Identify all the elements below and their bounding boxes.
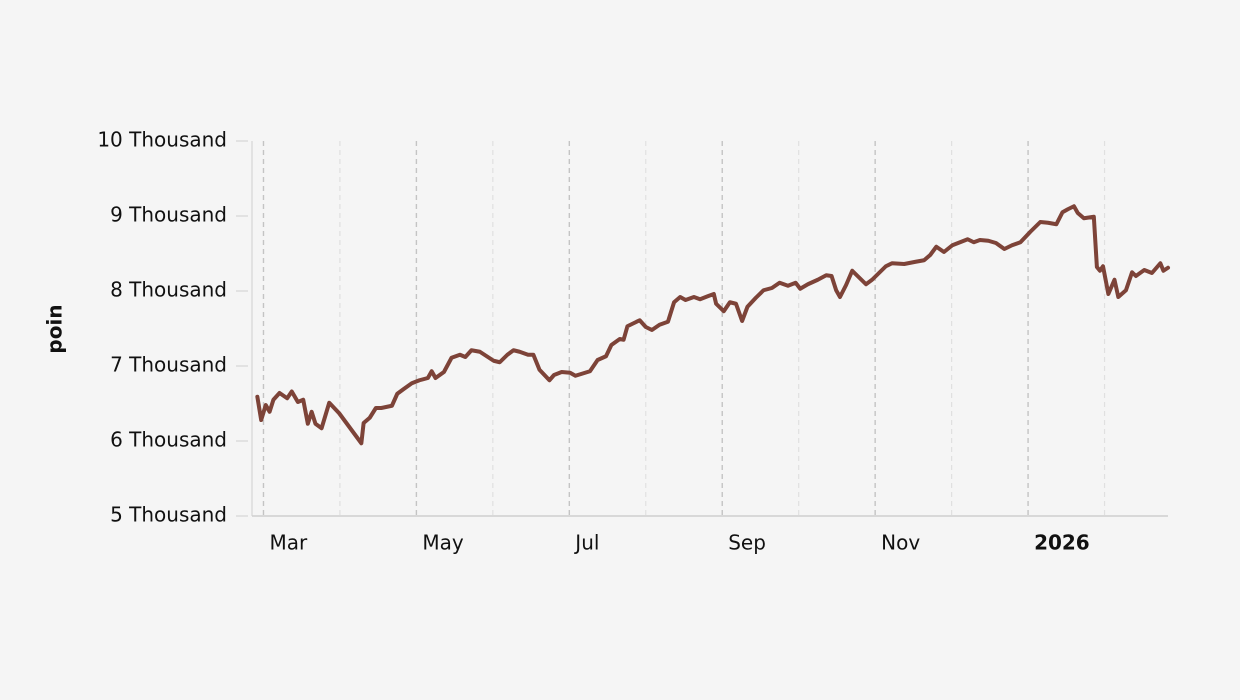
x-tick-label: Nov — [881, 531, 920, 555]
y-tick-label: 7 Thousand — [110, 353, 227, 377]
x-tick-label: Mar — [269, 531, 308, 555]
x-tick-label: May — [422, 531, 464, 555]
y-tick-label: 10 Thousand — [97, 128, 227, 152]
y-tick-label: 8 Thousand — [110, 278, 227, 302]
y-tick-label: 9 Thousand — [110, 203, 227, 227]
x-tick-label: 2026 — [1034, 531, 1090, 555]
x-tick-label: Jul — [573, 531, 599, 555]
price-line — [255, 204, 1170, 446]
y-tick-label: 6 Thousand — [110, 428, 227, 452]
x-tick-label: Sep — [728, 531, 766, 555]
y-tick-label: 5 Thousand — [110, 503, 227, 527]
y-axis-label: poin — [43, 304, 67, 353]
